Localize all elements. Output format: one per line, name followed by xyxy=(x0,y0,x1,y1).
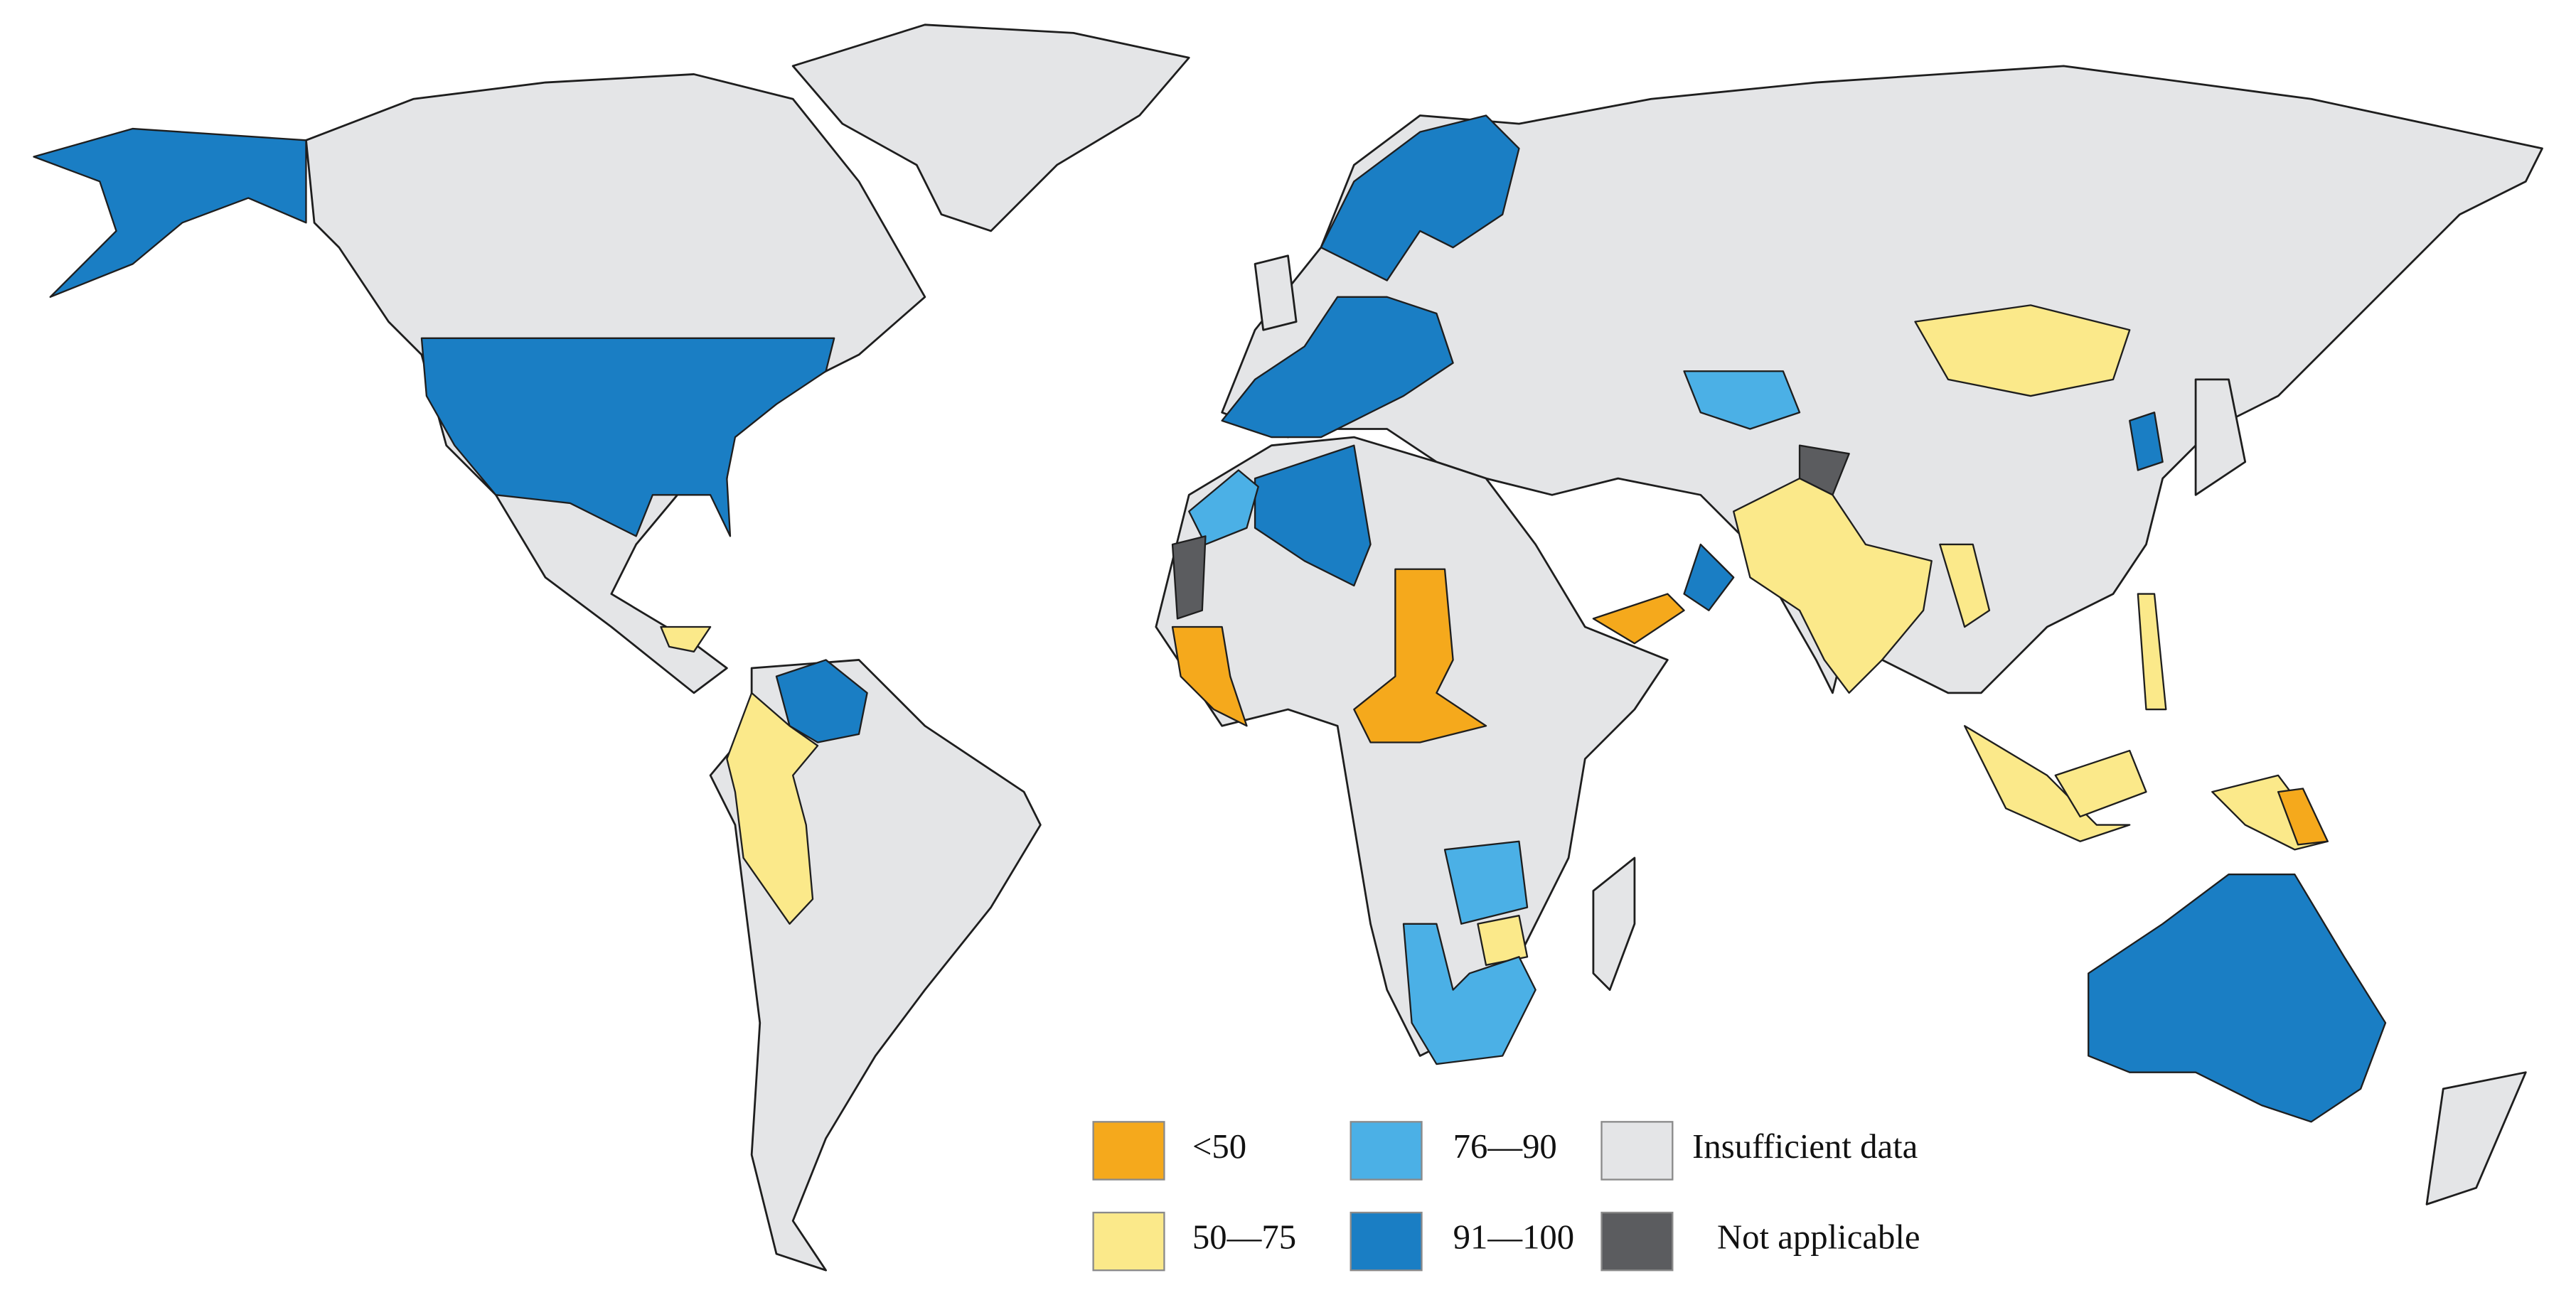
australia xyxy=(2088,874,2387,1123)
india xyxy=(1733,477,1933,694)
eurasia xyxy=(1221,65,2543,694)
borneo xyxy=(2054,749,2147,818)
myanmar xyxy=(1939,543,1991,628)
andes xyxy=(726,692,819,925)
korea xyxy=(2129,412,2164,471)
scandinavia xyxy=(1320,114,1520,281)
zimbabwe xyxy=(1477,915,1529,966)
legend-swatch xyxy=(1600,1121,1674,1181)
legend-label: 91—100 xyxy=(1453,1218,1575,1257)
new-zealand xyxy=(2425,1071,2527,1205)
legend-label: 76—90 xyxy=(1453,1127,1557,1166)
zambia xyxy=(1443,840,1529,925)
usa xyxy=(420,337,835,537)
yemen xyxy=(1592,593,1685,645)
legend-label: <50 xyxy=(1192,1127,1246,1166)
legend-swatch xyxy=(1350,1121,1423,1181)
western-sahara xyxy=(1171,535,1207,620)
southern-africa xyxy=(1402,923,1536,1065)
legend: <50 50—75 76—90 91—100 Insufficient data Not … xyxy=(1092,1121,1920,1272)
west-africa xyxy=(1171,625,1248,727)
indonesia xyxy=(1963,725,2131,842)
map-layer xyxy=(33,23,2543,1272)
japan xyxy=(2194,378,2247,496)
legend-swatch xyxy=(1600,1211,1674,1272)
legend-label: Not applicable xyxy=(1717,1218,1920,1257)
alaska xyxy=(33,127,307,298)
madagascar xyxy=(1592,856,1636,992)
oman xyxy=(1683,543,1735,611)
legend-label: 50—75 xyxy=(1192,1218,1296,1257)
mongolia xyxy=(1914,304,2131,397)
legend-swatch xyxy=(1350,1211,1423,1272)
greenland xyxy=(791,23,1190,232)
legend-swatch xyxy=(1092,1211,1165,1272)
papua-new-guinea xyxy=(2277,788,2329,846)
central-asia xyxy=(1683,370,1801,430)
uk xyxy=(1254,254,1298,331)
philippines xyxy=(2137,593,2167,711)
central-america xyxy=(660,625,712,652)
western-europe xyxy=(1221,296,1454,439)
chad-car xyxy=(1353,568,1487,743)
legend-swatch xyxy=(1092,1121,1165,1181)
legend-label: Insufficient data xyxy=(1692,1127,1918,1166)
algeria xyxy=(1254,444,1372,587)
